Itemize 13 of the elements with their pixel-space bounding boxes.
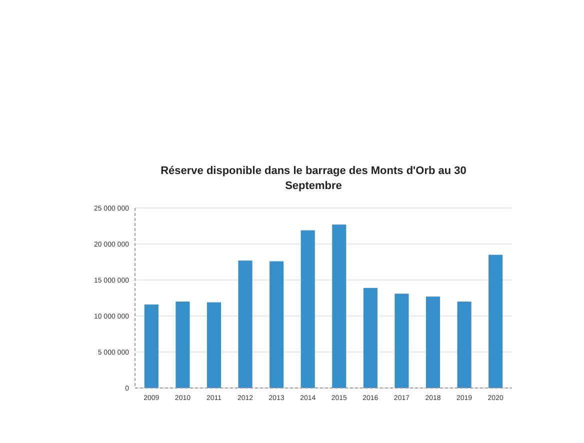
bar [426, 296, 440, 388]
bar [394, 294, 409, 388]
bar [488, 254, 503, 388]
chart-title: Réserve disponible dans le barrage des Monts d'Orb au 30 Septembre [160, 165, 466, 192]
bar [270, 261, 284, 388]
bar [457, 302, 472, 388]
bar [176, 302, 190, 388]
bar [363, 288, 378, 388]
bar [332, 224, 346, 388]
bar [300, 230, 315, 388]
bar [144, 304, 158, 388]
bar [206, 302, 222, 388]
bar [238, 260, 252, 388]
